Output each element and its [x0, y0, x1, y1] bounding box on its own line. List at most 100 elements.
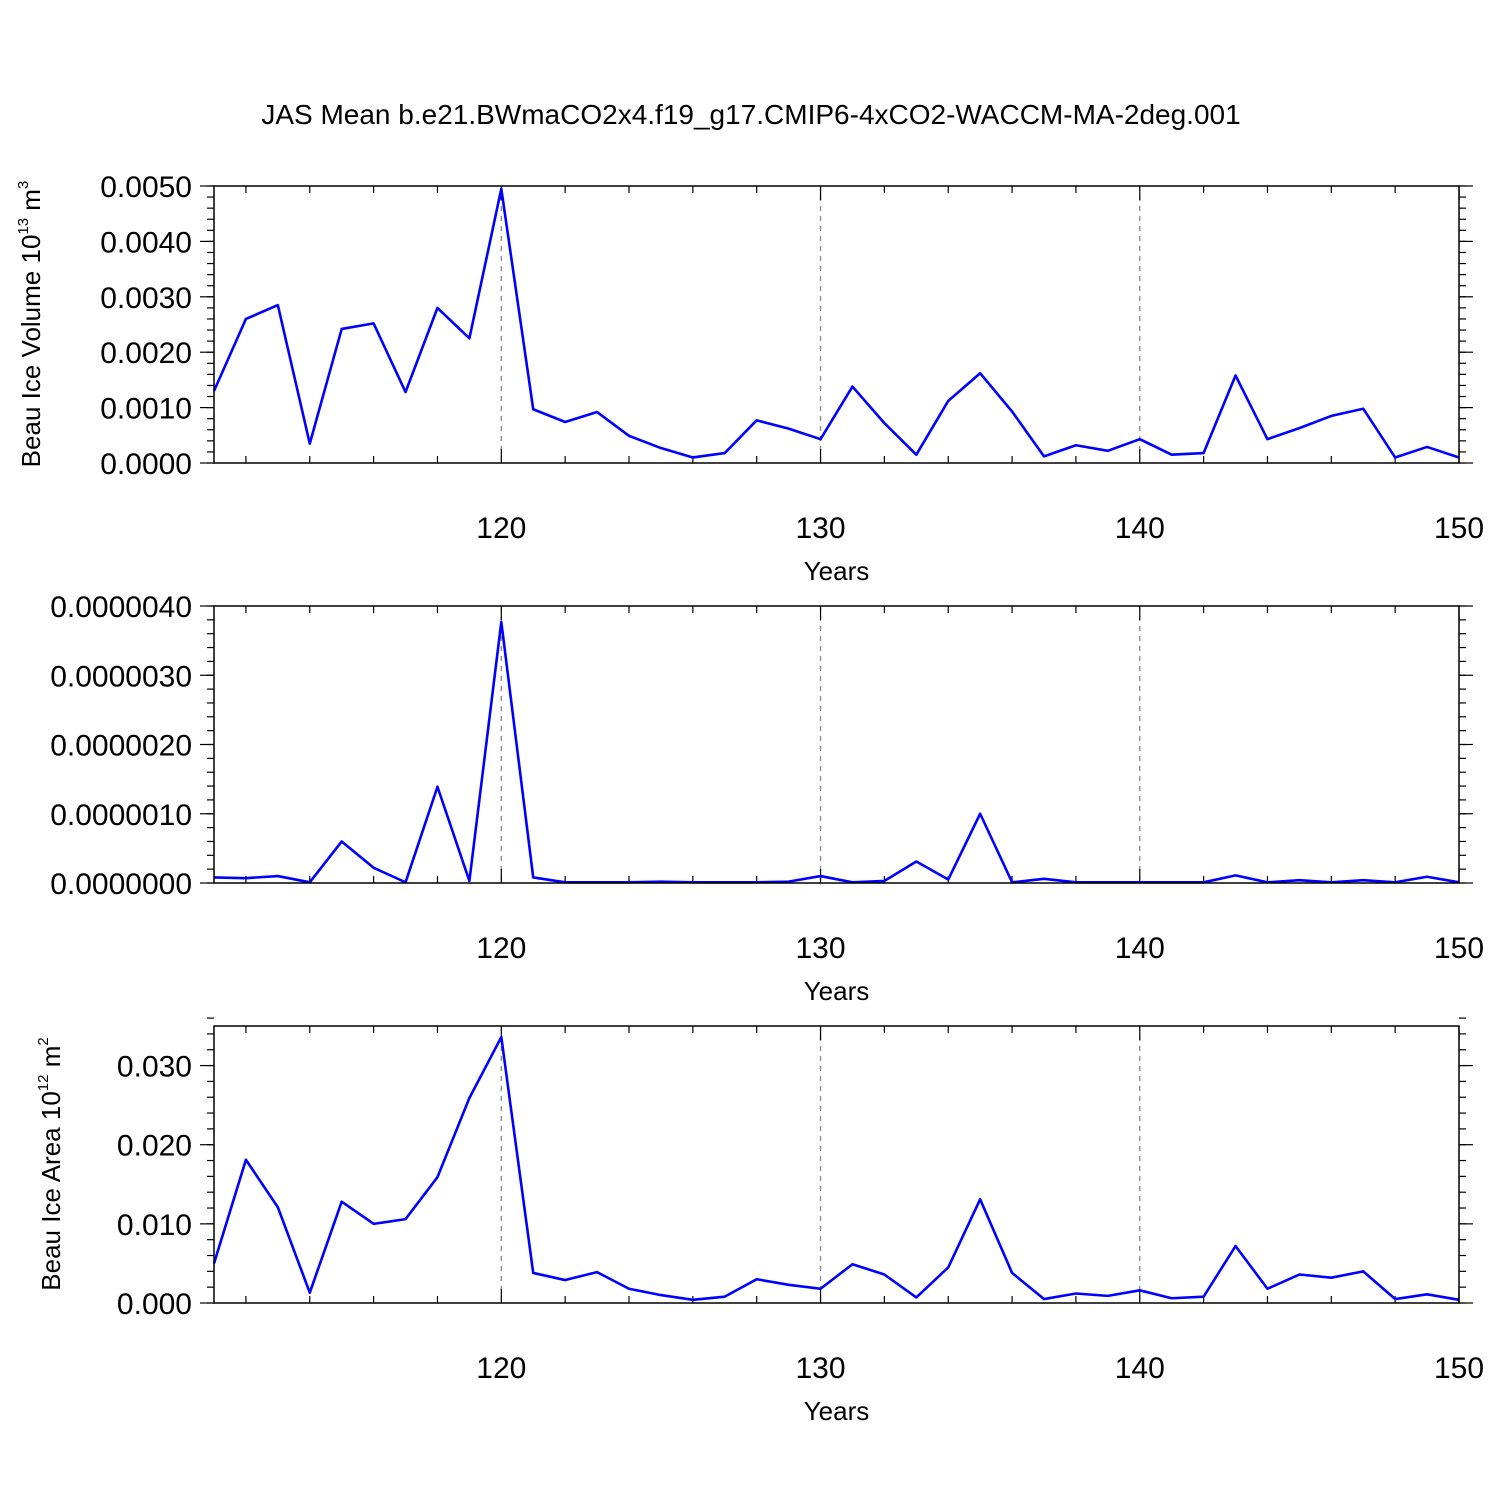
x-tick-label: 150 [1434, 932, 1484, 965]
data-point [1361, 878, 1365, 882]
data-point [1361, 407, 1365, 411]
data-point [1170, 453, 1174, 457]
data-point [1297, 1273, 1301, 1277]
data-point [946, 399, 950, 403]
x-tick-label: 120 [476, 932, 526, 965]
y-tick-label: 0.0010 [100, 393, 192, 426]
x-tick-label: 120 [476, 1352, 526, 1385]
plot-frame [213, 1025, 1460, 1304]
data-point [531, 1271, 535, 1275]
data-point [1234, 873, 1238, 877]
data-point [723, 451, 727, 455]
y-tick-label: 0.0000020 [50, 730, 192, 763]
y-tick-label: 0.0000 [100, 448, 192, 481]
data-point [435, 785, 439, 789]
y-tick-label: 0.0030 [100, 282, 192, 315]
data-point [659, 1293, 663, 1297]
y-tick-label: 0.0020 [100, 337, 192, 370]
data-point [819, 1287, 823, 1291]
data-point [850, 385, 854, 389]
series-line [212, 1035, 1460, 1302]
x-axis-label: Years [804, 556, 870, 586]
data-point [882, 1273, 886, 1277]
data-point [819, 437, 823, 441]
data-point [467, 336, 471, 340]
data-point [244, 1158, 248, 1162]
data-point [1010, 1271, 1014, 1275]
data-point [1234, 1244, 1238, 1248]
data-point [563, 1278, 567, 1282]
data-point [1138, 437, 1142, 441]
data-point [308, 442, 312, 446]
data-point [691, 1298, 695, 1302]
x-tick-label: 130 [796, 1352, 846, 1385]
data-point [1074, 443, 1078, 447]
data-point [340, 1200, 344, 1204]
data-point [1202, 451, 1206, 455]
y-tick-label: 0.0000040 [50, 591, 192, 624]
data-point [1234, 373, 1238, 377]
data-point [1265, 437, 1269, 441]
data-point [276, 303, 280, 307]
data-point [659, 446, 663, 450]
y-tick-label: 0.020 [117, 1130, 192, 1163]
data-point [595, 410, 599, 414]
y-tick-label: 0.010 [117, 1209, 192, 1242]
plot-frame [213, 185, 1460, 464]
data-point [1042, 877, 1046, 881]
x-axis-label: Years [804, 1396, 870, 1426]
y-axis-label: Beau Ice Area 1012 m2 [35, 1037, 66, 1290]
data-point [1329, 1276, 1333, 1280]
x-tick-label: 130 [796, 932, 846, 965]
data-point [1425, 445, 1429, 449]
data-point [372, 321, 376, 325]
plot-frame [213, 605, 1460, 884]
data-point [946, 1265, 950, 1269]
y-tick-label: 0.0000030 [50, 660, 192, 693]
data-point [755, 418, 759, 422]
data-point [308, 1291, 312, 1295]
y-tick-label: 0.0000010 [50, 799, 192, 832]
data-point [627, 434, 631, 438]
y-tick-label: 0.0040 [100, 226, 192, 259]
data-point [1106, 449, 1110, 453]
data-point [404, 1217, 408, 1221]
y-axis-label: Beau Ice Volume 1013 m3 [15, 181, 46, 468]
data-point [787, 1283, 791, 1287]
data-point [244, 317, 248, 321]
data-point [340, 839, 344, 843]
series-line [212, 187, 1460, 459]
x-tick-label: 140 [1115, 512, 1165, 545]
data-point [1329, 414, 1333, 418]
data-point [276, 1205, 280, 1209]
data-point [1265, 1287, 1269, 1291]
data-point [787, 427, 791, 431]
data-point [978, 1197, 982, 1201]
data-point [1042, 1297, 1046, 1301]
data-point [914, 860, 918, 864]
data-point [946, 878, 950, 882]
x-tick-label: 120 [476, 512, 526, 545]
data-point [499, 1035, 503, 1039]
data-point [563, 420, 567, 424]
data-point [531, 875, 535, 879]
data-point [372, 866, 376, 870]
data-point [723, 1295, 727, 1299]
panel-area: 120 130 140 150 0.000 0.010 0.020 0.030 Years Bea… [35, 1017, 1484, 1426]
data-point [978, 371, 982, 375]
x-tick-label: 150 [1434, 512, 1484, 545]
data-point [244, 876, 248, 880]
data-point [1425, 875, 1429, 879]
data-point [340, 327, 344, 331]
y-tick-label: 0.000 [117, 1288, 192, 1321]
data-point [372, 1222, 376, 1226]
data-point [531, 407, 535, 411]
data-point [1361, 1269, 1365, 1273]
figure-title: JAS Mean b.e21.BWmaCO2x4.f19_g17.CMIP6-4… [261, 99, 1240, 130]
data-point [499, 187, 503, 191]
panel-middle: 120 130 140 150 0.0000000 0.0000010 0.0000020 0… [50, 591, 1484, 1006]
data-point [1010, 409, 1014, 413]
data-point [404, 390, 408, 394]
data-point [850, 1262, 854, 1266]
x-axis-label: Years [804, 976, 870, 1006]
